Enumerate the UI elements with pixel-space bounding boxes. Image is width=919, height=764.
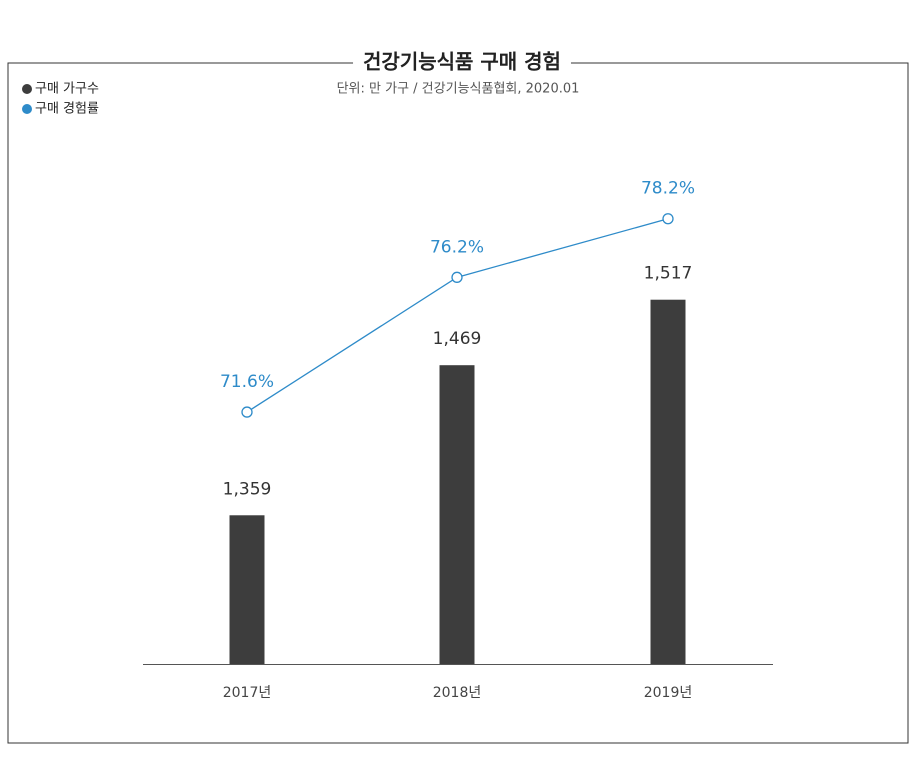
value-label: 1,517 xyxy=(644,264,693,284)
bar xyxy=(439,365,475,664)
line-marker xyxy=(451,271,463,283)
value-label: 78.2% xyxy=(641,179,695,199)
x-tick-label: 2018년 xyxy=(433,685,482,701)
value-label: 76.2% xyxy=(430,237,484,257)
legend-label: 구매 경험률 xyxy=(35,102,99,117)
chart-title: 건강기능식품 구매 경험 xyxy=(363,50,561,74)
chart-subtitle: 단위: 만 가구 / 건강기능식품협회, 2020.01 xyxy=(337,82,580,97)
line-marker xyxy=(241,406,253,418)
bar xyxy=(650,299,686,664)
value-label: 1,359 xyxy=(223,479,272,499)
x-tick-label: 2017년 xyxy=(223,685,272,701)
legend-label: 구매 가구수 xyxy=(35,82,99,97)
value-label: 1,469 xyxy=(433,329,482,349)
title-background xyxy=(353,50,571,76)
line-marker xyxy=(662,213,674,225)
value-label: 71.6% xyxy=(220,372,274,392)
x-tick-label: 2019년 xyxy=(644,685,693,701)
bar xyxy=(229,515,265,664)
legend-marker xyxy=(22,84,32,94)
legend-marker xyxy=(22,104,32,114)
